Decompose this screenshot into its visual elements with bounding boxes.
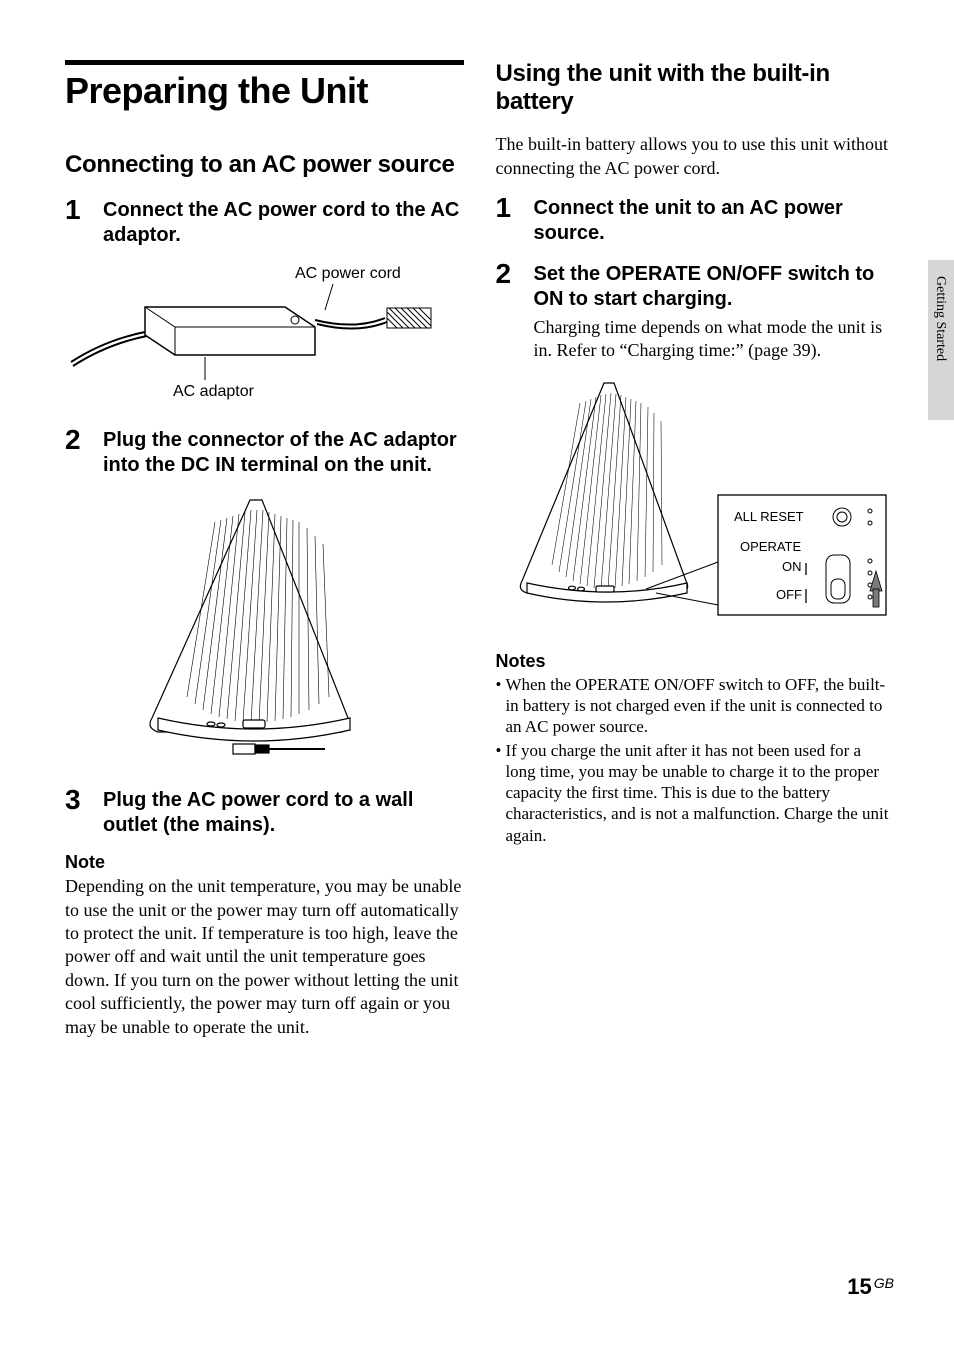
- title-rule: [65, 60, 464, 65]
- note-body: Depending on the unit temperature, you m…: [65, 875, 464, 1039]
- switch-callout: ALL RESET OPERATE ON OFF: [646, 495, 886, 615]
- note-bullet: • If you charge the unit after it has no…: [496, 740, 895, 846]
- step-3-left: 3 Plug the AC power cord to a wall outle…: [65, 786, 464, 838]
- step-body: Connect the AC power cord to the AC adap…: [103, 196, 464, 248]
- page-content: Preparing the Unit Connecting to an AC p…: [0, 0, 954, 1079]
- step-body: Plug the connector of the AC adaptor int…: [103, 426, 464, 478]
- step-number: 3: [65, 786, 87, 838]
- step-number: 2: [65, 426, 87, 478]
- step-number: 1: [496, 194, 518, 246]
- figure-ac-adaptor: AC power cord: [65, 262, 464, 402]
- page-suffix: GB: [874, 1275, 894, 1291]
- step-body: Connect the unit to an AC power source.: [534, 194, 895, 246]
- bullet-dot: •: [496, 740, 502, 846]
- step-para: Charging time depends on what mode the u…: [534, 316, 895, 363]
- label-ac-power-cord: AC power cord: [295, 265, 401, 282]
- page-number: 15: [847, 1274, 871, 1299]
- bullet-dot: •: [496, 674, 502, 738]
- step-1-right: 1 Connect the unit to an AC power source…: [496, 194, 895, 246]
- step-number: 2: [496, 260, 518, 363]
- page-title: Preparing the Unit: [65, 71, 464, 111]
- speaker-cone-icon: [520, 383, 687, 602]
- side-tab: Getting Started: [928, 260, 954, 420]
- step-number: 1: [65, 196, 87, 248]
- ac-adaptor-icon: [71, 307, 315, 366]
- step-body: Set the OPERATE ON/OFF switch to ON to s…: [534, 260, 895, 363]
- intro-para: The built-in battery allows you to use t…: [496, 133, 895, 180]
- note-heading: Note: [65, 852, 464, 873]
- step-title: Plug the AC power cord to a wall outlet …: [103, 788, 464, 838]
- section-heading-connecting: Connecting to an AC power source: [65, 151, 464, 179]
- step-2-right: 2 Set the OPERATE ON/OFF switch to ON to…: [496, 260, 895, 363]
- label-off: OFF: [776, 587, 802, 602]
- step-body: Plug the AC power cord to a wall outlet …: [103, 786, 464, 838]
- right-column: Using the unit with the built-in battery…: [496, 60, 895, 1039]
- label-on: ON: [782, 559, 802, 574]
- figure-unit-dc-in: [65, 492, 464, 762]
- speaker-cone-icon: [150, 500, 350, 741]
- note-bullet: • When the OPERATE ON/OFF switch to OFF,…: [496, 674, 895, 738]
- side-tab-label: Getting Started: [932, 276, 948, 361]
- label-operate: OPERATE: [740, 539, 801, 554]
- step-2-left: 2 Plug the connector of the AC adaptor i…: [65, 426, 464, 478]
- step-1-left: 1 Connect the AC power cord to the AC ad…: [65, 196, 464, 248]
- step-title: Connect the unit to an AC power source.: [534, 196, 895, 246]
- step-title: Connect the AC power cord to the AC adap…: [103, 198, 464, 248]
- power-cord-icon: [315, 308, 431, 329]
- figure-operate-switch: ALL RESET OPERATE ON OFF: [496, 377, 895, 627]
- section-heading-battery: Using the unit with the built-in battery: [496, 60, 895, 115]
- notes-list: • When the OPERATE ON/OFF switch to OFF,…: [496, 674, 895, 846]
- step-title: Plug the connector of the AC adaptor int…: [103, 428, 464, 478]
- page-footer: 15GB: [847, 1274, 894, 1300]
- label-ac-adaptor: AC adaptor: [173, 383, 255, 400]
- note-text: When the OPERATE ON/OFF switch to OFF, t…: [505, 674, 894, 738]
- step-title: Set the OPERATE ON/OFF switch to ON to s…: [534, 262, 895, 312]
- label-all-reset: ALL RESET: [734, 509, 804, 524]
- dc-plug-icon: [233, 744, 325, 754]
- notes-heading: Notes: [496, 651, 895, 672]
- left-column: Preparing the Unit Connecting to an AC p…: [65, 60, 464, 1039]
- note-text: If you charge the unit after it has not …: [505, 740, 894, 846]
